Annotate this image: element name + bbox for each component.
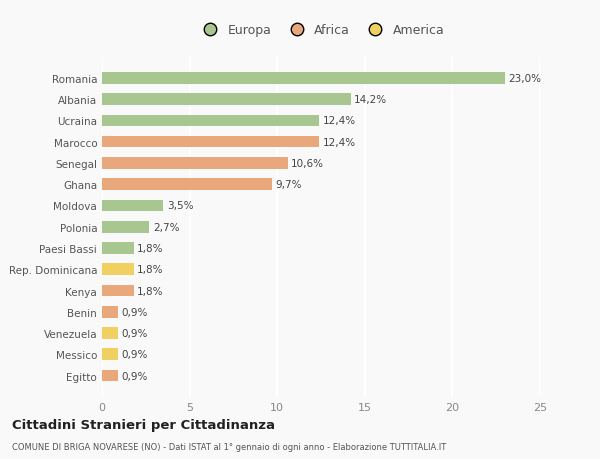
Text: 0,9%: 0,9% [121,371,148,381]
Bar [102,306,118,318]
Bar [102,73,505,84]
Text: 1,8%: 1,8% [137,286,164,296]
Bar [102,327,118,339]
Bar [102,200,163,212]
Text: 0,9%: 0,9% [121,307,148,317]
Bar [102,179,272,190]
Text: 23,0%: 23,0% [508,73,541,84]
Bar [102,285,134,297]
Bar [102,94,351,106]
Text: Cittadini Stranieri per Cittadinanza: Cittadini Stranieri per Cittadinanza [12,418,275,431]
Text: 12,4%: 12,4% [323,137,356,147]
Bar [102,243,134,254]
Bar [102,136,319,148]
Text: 1,8%: 1,8% [137,243,164,253]
Bar [102,158,288,169]
Text: 0,9%: 0,9% [121,350,148,359]
Text: 10,6%: 10,6% [291,158,324,168]
Text: 2,7%: 2,7% [153,222,179,232]
Text: 12,4%: 12,4% [323,116,356,126]
Bar [102,349,118,360]
Bar [102,370,118,381]
Bar [102,221,149,233]
Text: 9,7%: 9,7% [275,180,302,190]
Bar [102,264,134,275]
Text: COMUNE DI BRIGA NOVARESE (NO) - Dati ISTAT al 1° gennaio di ogni anno - Elaboraz: COMUNE DI BRIGA NOVARESE (NO) - Dati IST… [12,442,446,451]
Bar [102,115,319,127]
Text: 14,2%: 14,2% [354,95,388,105]
Text: 3,5%: 3,5% [167,201,193,211]
Text: 0,9%: 0,9% [121,328,148,338]
Text: 1,8%: 1,8% [137,265,164,274]
Legend: Europa, Africa, America: Europa, Africa, America [193,19,449,42]
